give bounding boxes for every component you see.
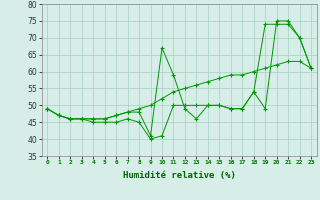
X-axis label: Humidité relative (%): Humidité relative (%) bbox=[123, 171, 236, 180]
